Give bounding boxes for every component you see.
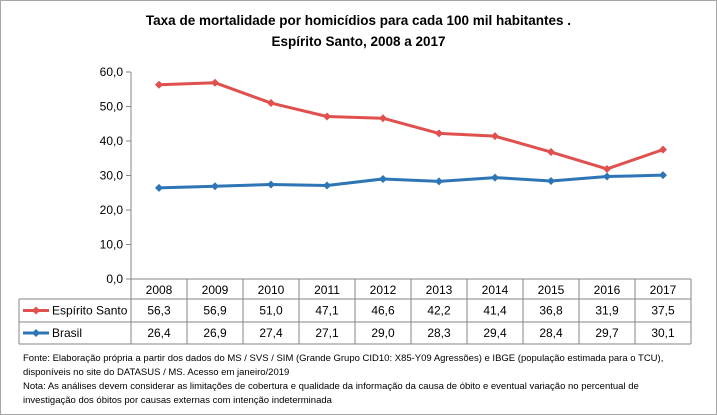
data-point — [323, 181, 331, 190]
data-label: 51,0 — [259, 304, 283, 318]
data-label: 26,9 — [203, 326, 227, 340]
data-point — [659, 145, 667, 154]
data-label: 29,0 — [371, 326, 395, 340]
series-line-1 — [158, 173, 664, 190]
chart-title: Taxa de mortalidade por homicídios para … — [145, 13, 572, 28]
data-label: 31,9 — [595, 304, 619, 318]
data-label: 26,4 — [147, 326, 171, 340]
x-tick-label: 2009 — [202, 283, 229, 297]
data-label: 41,4 — [483, 304, 507, 318]
data-label: 29,4 — [483, 326, 507, 340]
data-point — [491, 173, 499, 182]
data-point — [267, 180, 275, 189]
data-label: 28,4 — [539, 326, 563, 340]
chart-subtitle: Espírito Santo, 2008 a 2017 — [271, 34, 446, 49]
data-point — [379, 174, 387, 183]
x-tick-label: 2012 — [370, 283, 397, 297]
data-label: 29,7 — [595, 326, 619, 340]
data-label: 27,4 — [259, 326, 283, 340]
data-point — [155, 183, 163, 192]
data-point — [211, 78, 219, 87]
data-label: 56,3 — [147, 304, 171, 318]
footer-note-2: investigação dos óbitos por causas exter… — [23, 395, 332, 406]
data-point — [267, 99, 275, 108]
legend-label: Brasil — [52, 326, 82, 340]
y-tick-label: 10,0 — [100, 238, 124, 252]
x-tick-label: 2016 — [594, 283, 621, 297]
x-tick-label: 2015 — [538, 283, 565, 297]
data-point — [435, 129, 443, 138]
data-point — [547, 177, 555, 186]
data-point — [155, 80, 163, 89]
y-tick-label: 30,0 — [100, 169, 124, 183]
data-point — [379, 114, 387, 123]
footer-note-1: Nota: As análises devem considerar as li… — [23, 381, 639, 392]
y-tick-label: 60,0 — [100, 65, 124, 79]
data-point — [323, 112, 331, 121]
data-label: 30,1 — [651, 326, 675, 340]
data-label: 27,1 — [315, 326, 339, 340]
legend-label: Espírito Santo — [52, 304, 128, 318]
data-point — [603, 164, 611, 173]
y-tick-label: 40,0 — [100, 134, 124, 148]
data-label: 56,9 — [203, 304, 227, 318]
data-label: 46,6 — [371, 304, 395, 318]
data-point — [603, 172, 611, 181]
data-label: 37,5 — [651, 304, 675, 318]
x-tick-label: 2010 — [258, 283, 285, 297]
x-tick-label: 2011 — [314, 283, 340, 297]
data-label: 28,3 — [427, 326, 451, 340]
x-tick-label: 2013 — [426, 283, 453, 297]
data-label: 47,1 — [315, 304, 339, 318]
legend-marker-1 — [32, 329, 40, 337]
series-line-0 — [158, 81, 664, 171]
y-tick-label: 50,0 — [100, 100, 124, 114]
legend-marker-0 — [32, 306, 40, 315]
data-label: 36,8 — [539, 304, 563, 318]
data-label: 42,2 — [427, 304, 451, 318]
data-point — [491, 132, 499, 141]
data-point — [547, 148, 555, 157]
footer-source-1: Fonte: Elaboração própria a partir dos d… — [23, 353, 664, 364]
y-tick-label: 20,0 — [100, 203, 124, 217]
x-tick-label: 2017 — [650, 283, 677, 297]
data-point — [659, 171, 667, 180]
y-tick-label: 0,0 — [106, 272, 123, 286]
data-point — [435, 177, 443, 186]
data-point — [211, 182, 219, 191]
x-tick-label: 2008 — [146, 283, 173, 297]
x-tick-label: 2014 — [482, 283, 509, 297]
footer-source-2: disponíveis no site do DATASUS / MS. Ace… — [23, 367, 290, 378]
